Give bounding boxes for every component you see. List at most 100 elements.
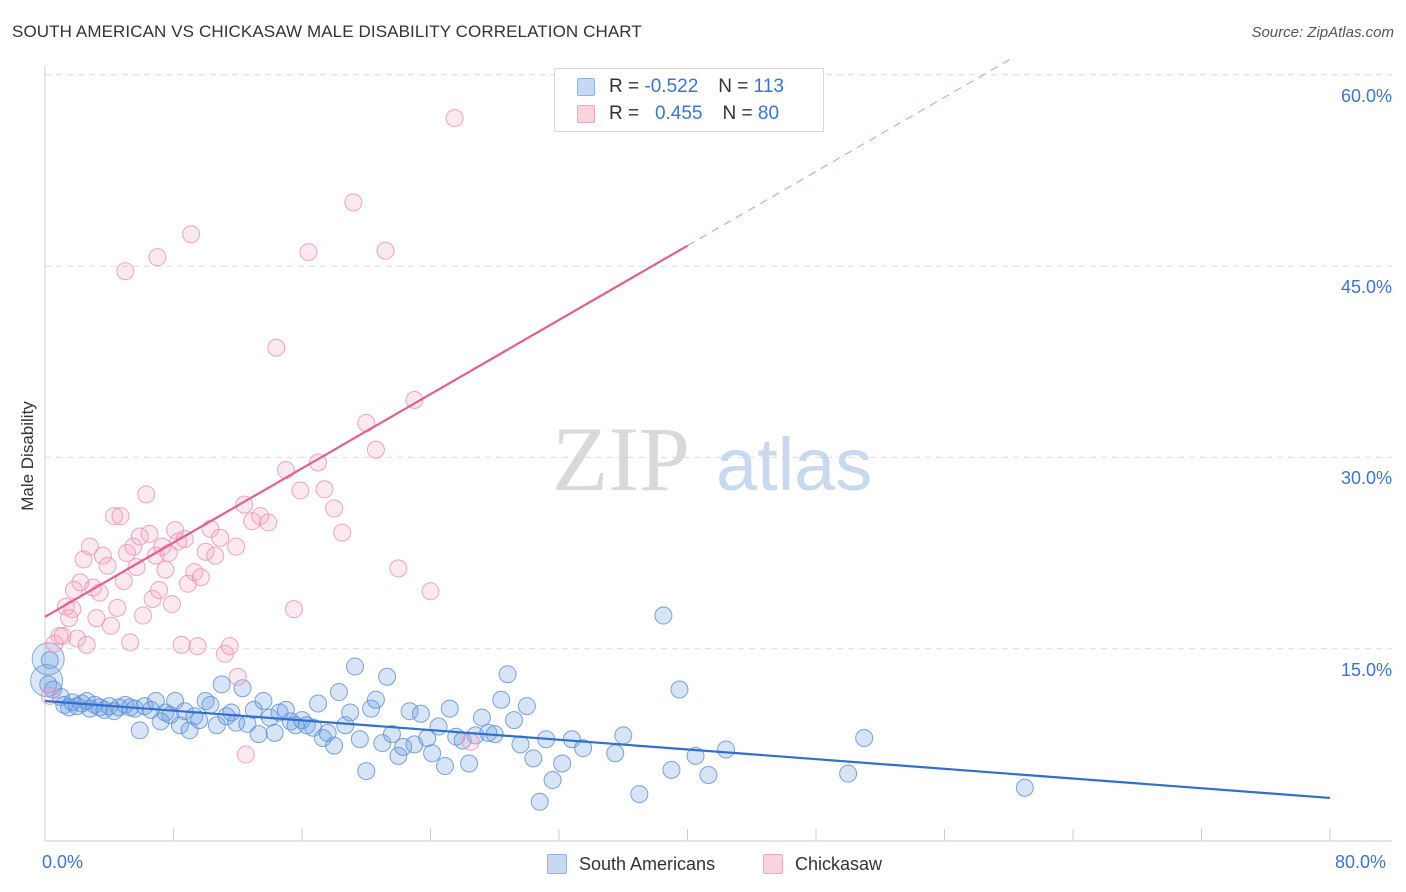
trend-lines xyxy=(44,58,1331,800)
point-south-american xyxy=(156,703,175,722)
y-tick-45: 45.0% xyxy=(1340,277,1392,297)
bottom-legend-label: South Americans xyxy=(579,853,716,874)
point-chickasaw xyxy=(162,595,181,614)
point-south-american-large xyxy=(31,642,65,676)
point-south-american xyxy=(233,679,252,698)
point-south-american xyxy=(309,694,328,713)
point-chickasaw xyxy=(188,637,207,656)
bottom-swatch-blue xyxy=(547,854,567,874)
watermark-atlas: atlas xyxy=(716,423,872,506)
point-chickasaw xyxy=(284,600,303,619)
source-label: Source: ZipAtlas.com xyxy=(1251,24,1394,41)
point-south-american xyxy=(90,698,109,717)
point-chickasaw xyxy=(121,633,140,652)
point-chickasaw xyxy=(445,109,464,128)
point-south-american xyxy=(498,665,517,684)
point-chickasaw xyxy=(172,635,191,654)
point-south-american xyxy=(329,683,348,702)
point-south-american xyxy=(492,690,511,709)
point-chickasaw xyxy=(150,581,169,600)
point-south-american xyxy=(670,680,689,699)
point-chickasaw xyxy=(77,635,96,654)
point-south-american xyxy=(116,695,135,714)
point-south-american xyxy=(606,744,625,763)
point-chickasaw xyxy=(87,609,106,628)
point-south-american xyxy=(325,736,344,755)
point-chickasaw xyxy=(116,262,135,281)
legend-r-label: R = xyxy=(609,103,640,124)
x-tick-0: 0.0% xyxy=(42,852,84,872)
point-chickasaw xyxy=(220,637,239,656)
legend-n-label: N = xyxy=(722,103,753,124)
axes xyxy=(44,66,1392,842)
point-south-american xyxy=(543,771,562,790)
point-south-american xyxy=(151,712,170,731)
point-chickasaw xyxy=(405,391,424,410)
point-south-american xyxy=(39,675,58,694)
legend-r-value: 0.455 xyxy=(654,103,703,124)
point-south-american xyxy=(429,717,448,736)
point-chickasaw xyxy=(344,193,363,212)
bottom-legend-label: Chickasaw xyxy=(795,853,883,874)
point-chickasaw xyxy=(267,338,286,357)
legend-swatch-pink xyxy=(577,105,595,123)
point-chickasaw xyxy=(259,513,278,532)
y-tick-60: 60.0% xyxy=(1340,86,1392,106)
point-south-american xyxy=(662,760,681,779)
series-chickasaw xyxy=(40,109,480,764)
point-chickasaw xyxy=(143,589,162,608)
point-south-american xyxy=(460,754,479,773)
legend-row-south: R = -0.522 N = 113 xyxy=(577,74,784,100)
point-south-american xyxy=(517,697,536,716)
point-south-american xyxy=(574,739,593,758)
point-chickasaw xyxy=(101,616,120,635)
point-chickasaw xyxy=(333,523,352,542)
point-chickasaw xyxy=(124,537,143,556)
point-south-american xyxy=(553,754,572,773)
legend-r-label: R = xyxy=(609,76,640,97)
legend-n-label: N = xyxy=(718,76,749,97)
point-south-american xyxy=(382,725,401,744)
watermark-zip: ZIP xyxy=(552,408,690,510)
legend-swatch-blue xyxy=(577,78,595,96)
point-chickasaw xyxy=(227,537,246,556)
trend-chickasaw xyxy=(44,244,689,618)
point-south-american xyxy=(411,704,430,723)
point-south-american xyxy=(357,762,376,781)
trend-south-americans xyxy=(44,699,1331,800)
point-south-american xyxy=(699,765,718,784)
point-south-american xyxy=(362,699,381,718)
legend-n-value: 113 xyxy=(753,76,784,97)
point-chickasaw xyxy=(191,568,210,587)
point-chickasaw xyxy=(325,499,344,518)
point-south-american xyxy=(201,695,220,714)
point-south-american xyxy=(630,785,649,804)
point-south-american xyxy=(472,708,491,727)
point-chickasaw xyxy=(137,485,156,504)
point-chickasaw xyxy=(80,537,99,556)
legend-n-value: 80 xyxy=(757,103,780,124)
point-chickasaw xyxy=(461,732,480,751)
point-south-american xyxy=(366,690,385,709)
point-south-american xyxy=(505,711,524,730)
point-south-american xyxy=(855,728,874,747)
point-chickasaw xyxy=(291,481,310,500)
point-south-american xyxy=(389,746,408,765)
point-south-american xyxy=(378,667,397,686)
bottom-swatch-pink xyxy=(763,854,783,874)
point-chickasaw xyxy=(182,225,201,244)
series-south-americans xyxy=(30,606,1034,811)
bottom-legend-chickasaw: Chickasaw xyxy=(763,852,882,876)
point-chickasaw xyxy=(64,581,83,600)
point-chickasaw xyxy=(389,559,408,578)
point-south-american xyxy=(212,675,231,694)
point-chickasaw xyxy=(309,453,328,472)
point-chickasaw xyxy=(299,243,318,262)
point-chickasaw xyxy=(133,606,152,625)
point-chickasaw xyxy=(93,546,112,565)
point-chickasaw xyxy=(105,507,124,526)
y-tick-30: 30.0% xyxy=(1340,468,1392,488)
point-south-american xyxy=(265,723,284,742)
point-south-american xyxy=(346,657,365,676)
point-chickasaw xyxy=(211,528,230,547)
